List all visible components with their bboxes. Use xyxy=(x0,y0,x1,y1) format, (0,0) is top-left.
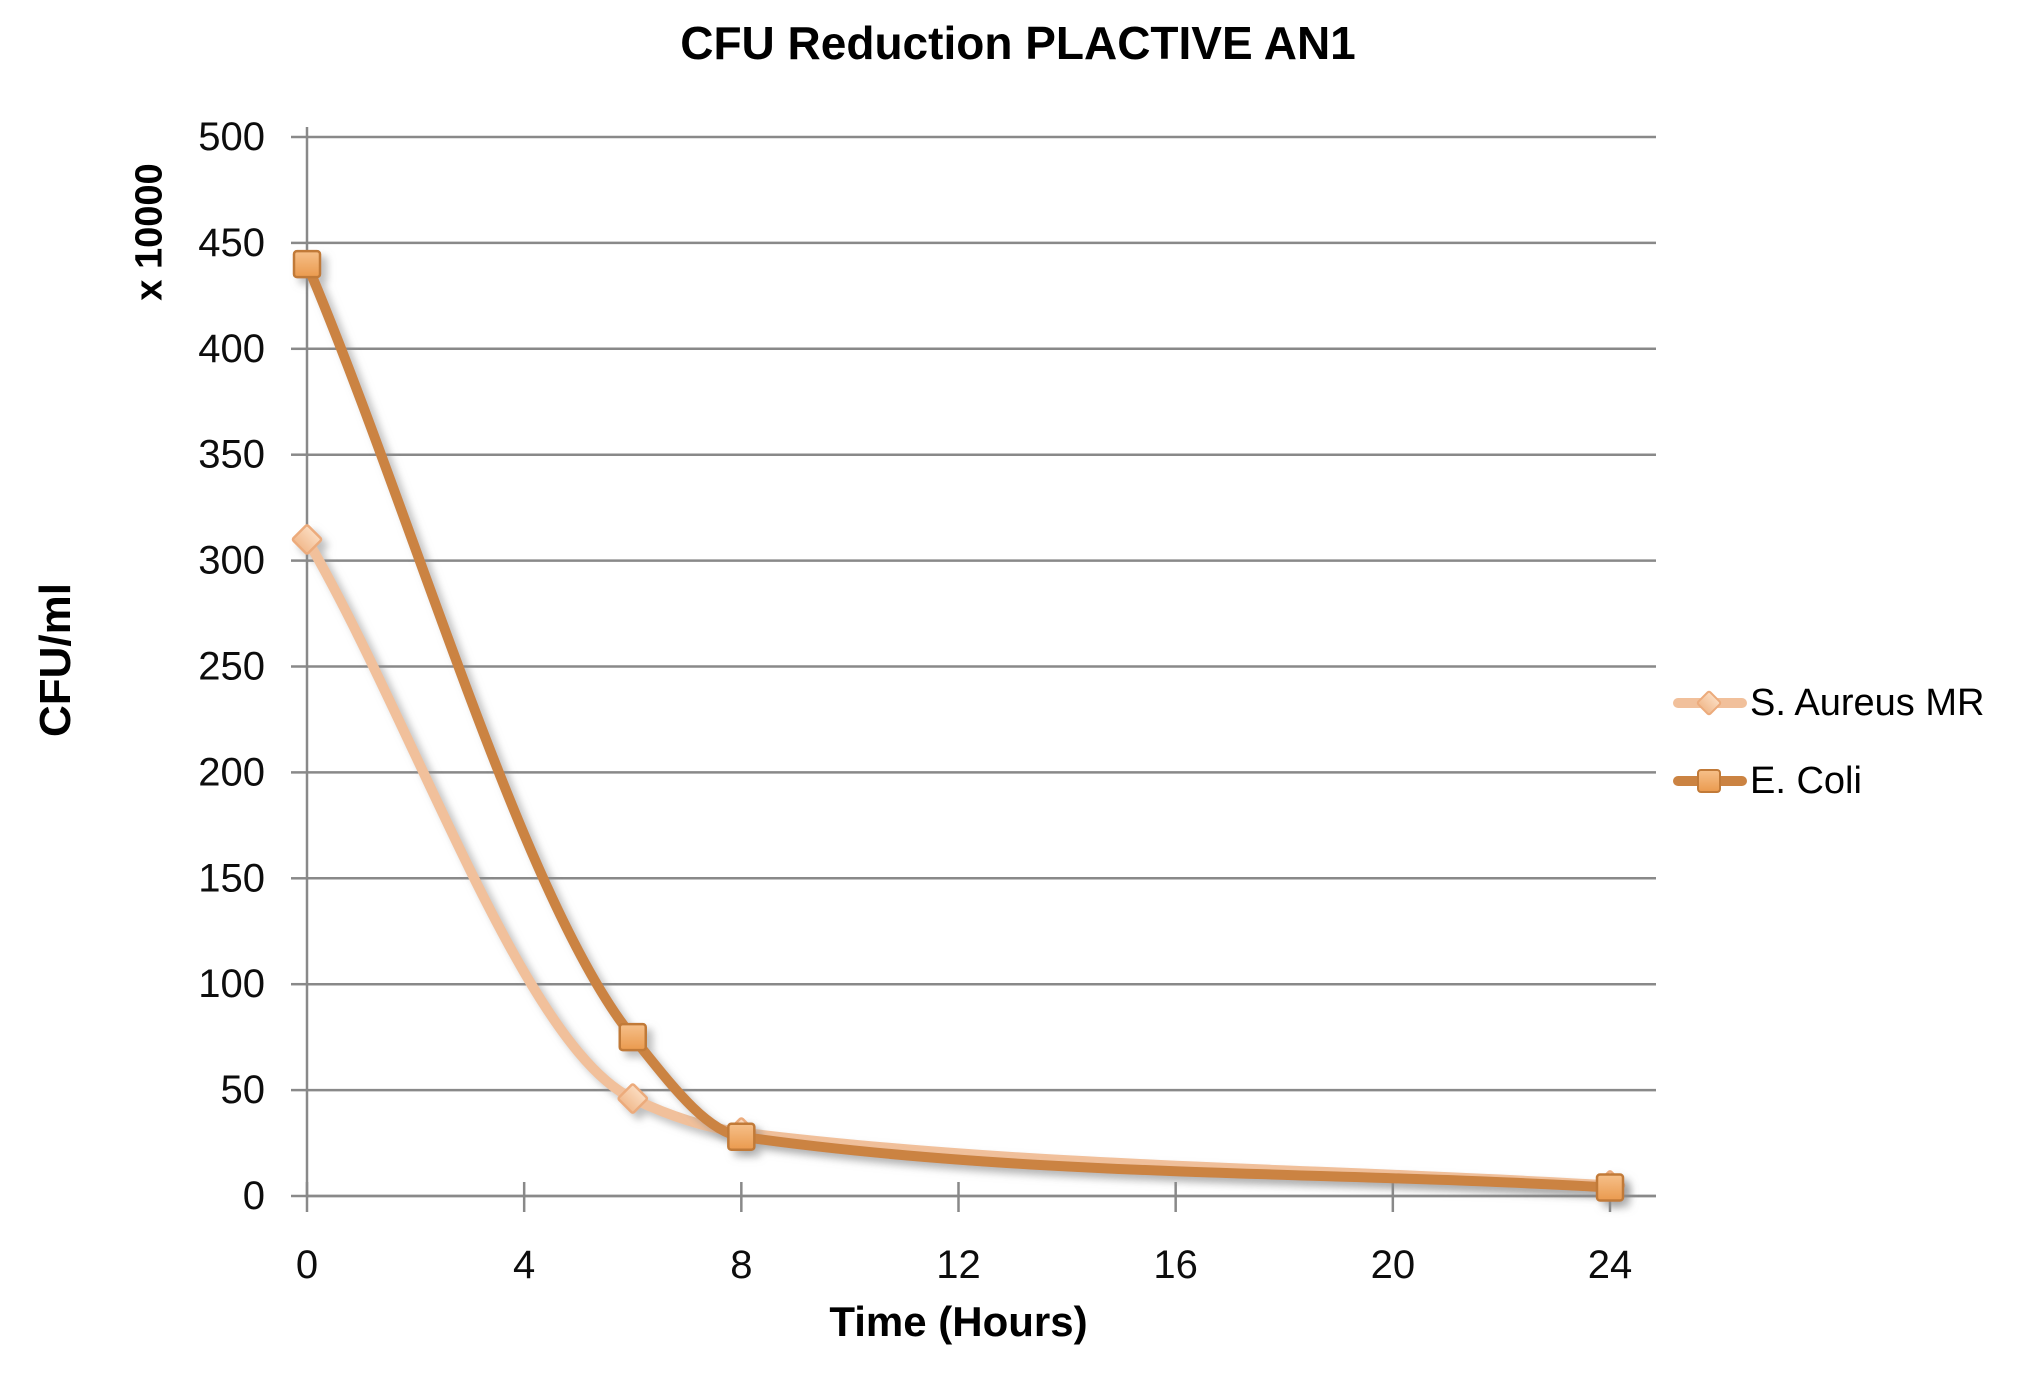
legend-label: S. Aureus MR xyxy=(1750,681,1985,724)
x-tick-label: 8 xyxy=(730,1243,752,1287)
series-line-s-aureus-mr xyxy=(302,534,1615,1191)
x-tick-label: 4 xyxy=(513,1243,535,1287)
x-tick-label: 20 xyxy=(1371,1243,1416,1287)
marker-diamond xyxy=(617,1083,649,1114)
y-tick-label: 150 xyxy=(198,856,265,900)
x-tick-label: 12 xyxy=(936,1243,981,1287)
legend-marker-square xyxy=(1673,769,1747,793)
y-tick-label: 300 xyxy=(198,539,265,583)
legend-marker-diamond xyxy=(1696,690,1722,716)
legend-item-s-aureus-mr: S. Aureus MR xyxy=(1672,679,1984,727)
y-tick-label: 500 xyxy=(198,115,265,159)
x-tick-label: 24 xyxy=(1588,1243,1633,1287)
series-line-e-coli xyxy=(302,259,1615,1193)
marker-square xyxy=(727,1122,756,1151)
y-axis-title: CFU/ml xyxy=(31,583,80,737)
x-tick-label: 16 xyxy=(1153,1243,1198,1287)
y-tick-label: 400 xyxy=(198,327,265,371)
legend-item-e-coli: E. Coli xyxy=(1672,757,1984,805)
legend-marker-square xyxy=(1697,769,1721,793)
legend-label: E. Coli xyxy=(1750,759,1862,802)
y-tick-label: 0 xyxy=(243,1174,265,1218)
legend-marker-diamond xyxy=(1673,690,1747,716)
y-tick-label: 50 xyxy=(221,1068,266,1112)
y-tick-label: 350 xyxy=(198,433,265,477)
legend: S. Aureus MR E. Coli xyxy=(1672,679,1984,805)
x-tick-label: 0 xyxy=(296,1243,318,1287)
x-axis-title: Time (Hours) xyxy=(829,1298,1088,1345)
y-tick-label: 200 xyxy=(198,750,265,794)
marker-square xyxy=(618,1022,647,1052)
marker-square xyxy=(1595,1173,1625,1202)
marker-diamond xyxy=(291,524,323,555)
marker-square xyxy=(292,249,322,279)
chart-title: CFU Reduction PLACTIVE AN1 xyxy=(680,17,1356,69)
y-tick-label: 100 xyxy=(198,962,265,1006)
y-tick-label: 250 xyxy=(198,645,265,689)
series-s-aureus-mr xyxy=(291,524,1626,1201)
y-tick-label: 450 xyxy=(198,221,265,265)
y-axis-unit-label: x 10000 xyxy=(128,163,171,301)
series-e-coli xyxy=(292,249,1625,1202)
